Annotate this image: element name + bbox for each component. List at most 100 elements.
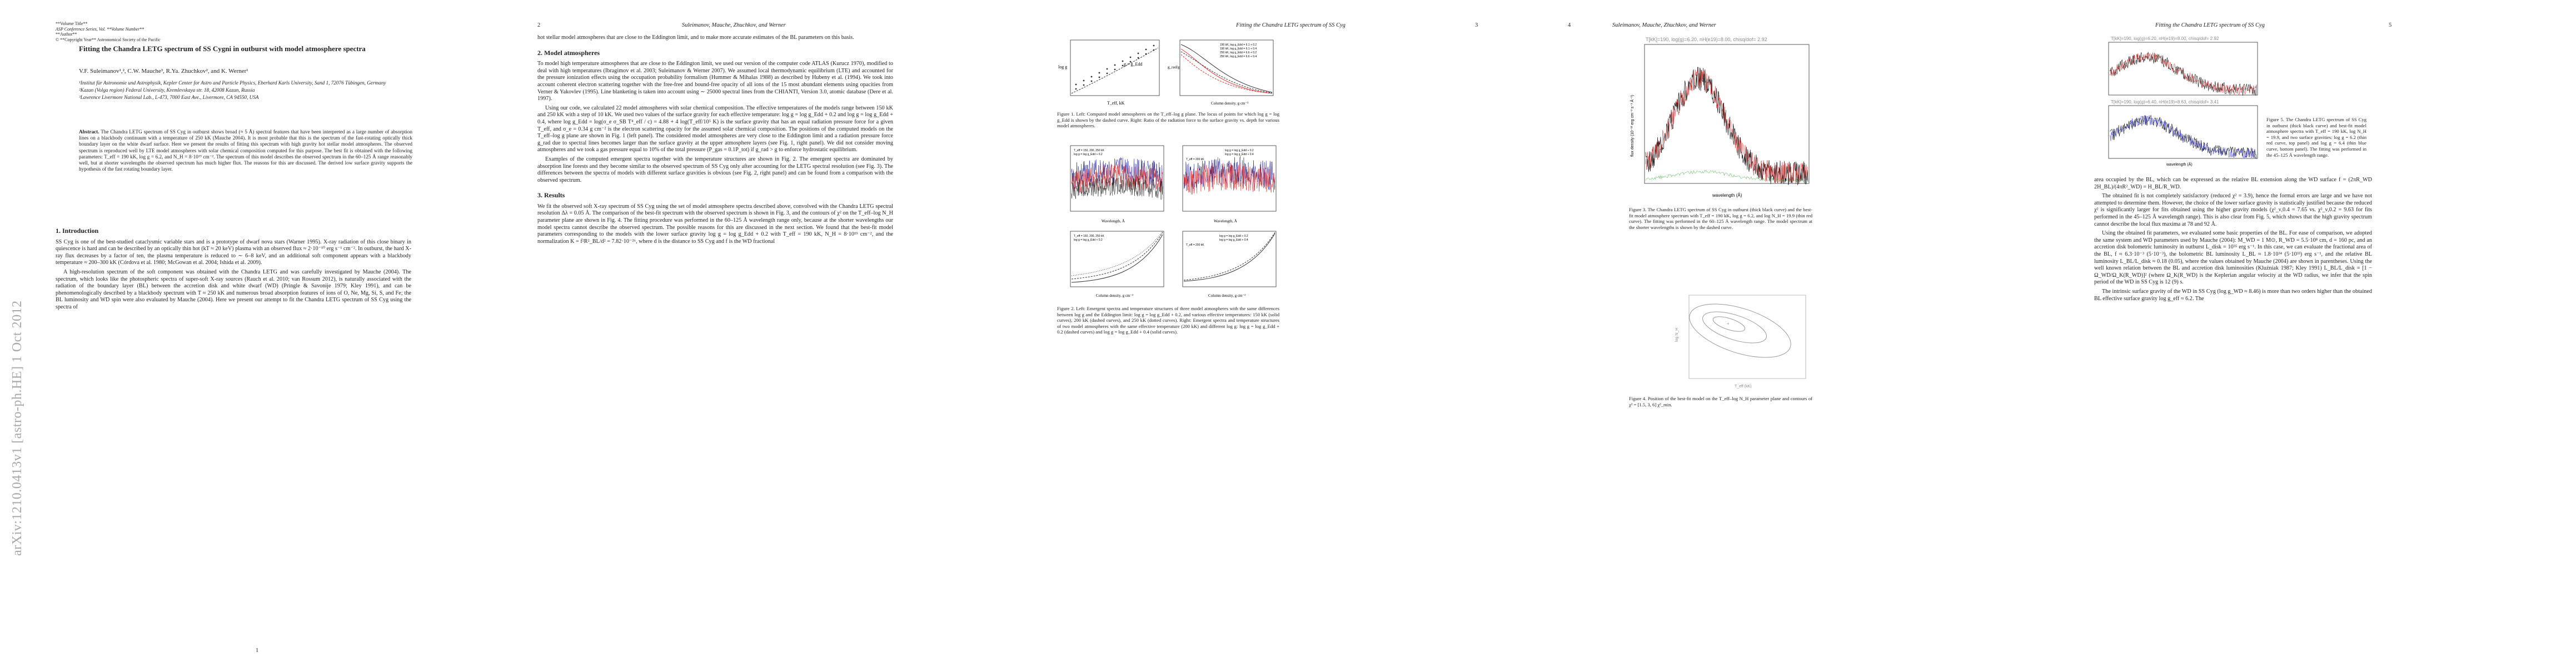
figure-2-temp-left: T_eff = 150, 200, 250 kK log g = log g_E… <box>1070 231 1164 298</box>
model-point <box>1098 76 1100 78</box>
page5-body: area occupied by the BL, which can be ex… <box>2094 177 2372 302</box>
legend-entry: log g = log g_Edd + 0.4 <box>1219 238 1248 242</box>
model-point <box>1145 53 1147 55</box>
affiliation: ¹Institut für Astronomie und Astrophysik… <box>79 80 386 86</box>
model-point <box>1122 64 1124 67</box>
legend-entry: log g = log g_Edd + 0.2 <box>1074 153 1103 156</box>
model-point <box>1083 79 1085 82</box>
model-point <box>1129 61 1132 63</box>
plot-frame <box>1070 39 1160 96</box>
section-heading: 1. Introduction <box>56 227 99 235</box>
figure-1-caption: Figure 1. Left: Computed model atmospher… <box>1057 111 1279 129</box>
meta-line: ASP Conference Series, Vol. **Volume Num… <box>56 26 145 32</box>
figure-1-left: log g T_eff, kK g = g_Edd <box>1058 39 1160 106</box>
figure-1-right: 190 kK, log g_Edd = 6.1 + 0.2 190 kK, lo… <box>1168 39 1274 106</box>
model-point <box>1129 56 1132 58</box>
curve <box>1183 232 1275 281</box>
model-point <box>1090 76 1093 78</box>
paragraph: The intrinsic surface gravity of the WD … <box>2094 288 2372 302</box>
eddington-curve <box>1071 47 1159 94</box>
spectrum-line <box>2109 115 2257 158</box>
figure-2-caption: Figure 2. Left: Emergent spectra and tem… <box>1057 306 1279 335</box>
x-label: Wavelength, Å <box>1102 219 1125 223</box>
affiliation: ³Lawrence Livermore National Lab., L-473… <box>79 94 259 101</box>
spectrum-line <box>1071 164 1163 193</box>
curve-label: g = g_Edd <box>1124 62 1142 67</box>
chi2-contour <box>1689 303 1791 358</box>
legend-entry: 190 kK, log g_Edd = 6.1 + 0.4 <box>1220 47 1257 51</box>
figure-2-spectrum-left: T_eff = 150, 200, 250 kK log g = log g_E… <box>1070 145 1164 223</box>
legend: T_eff = 150, 200, 250 kK log g = log g_E… <box>1074 235 1104 242</box>
model-point <box>1153 49 1155 51</box>
best-fit-marker: + <box>1727 321 1730 326</box>
model-point <box>1075 83 1077 86</box>
paragraph: We fit the observed soft X-ray spectrum … <box>537 203 893 245</box>
arxiv-stamp: arXiv:1210.0413v1 [astro-ph.HE] 1 Oct 20… <box>10 300 24 556</box>
page-1: arXiv:1210.0413v1 [astro-ph.HE] 1 Oct 20… <box>0 0 515 667</box>
figure-5-caption: Figure 5. The Chandra LETG spectrum of S… <box>2266 117 2366 158</box>
spectrum-line <box>1645 170 1808 182</box>
running-head: Fitting the Chandra LETG spectrum of SS … <box>1236 22 1346 28</box>
legend-entry: 250 kK, log g_Edd = 6.6 + 0.2 <box>1220 51 1257 54</box>
model-point <box>1153 44 1155 47</box>
paragraph: To model high temperature atmospheres th… <box>537 61 893 102</box>
paragraph: SS Cyg is one of the best-studied catacl… <box>56 238 411 266</box>
page-4: 4 Suleimanov, Mauche, Zhuchkov, and Wern… <box>1546 0 2061 667</box>
legend: log g = log g_Edd + 0.2 log g = log g_Ed… <box>1186 149 1254 161</box>
page-number: 5 <box>2389 22 2392 28</box>
legend: log g = log g_Edd + 0.2 log g = log g_Ed… <box>1186 235 1248 247</box>
spectra-lines <box>1071 157 1163 200</box>
x-label: T_eff (kK) <box>1735 385 1752 389</box>
figure-3-spectrum: T[kK]=190, log(g)=6.20, nH(e19)=8.00, ch… <box>1630 37 1810 198</box>
spectrum-line <box>2109 52 2257 96</box>
legend: T_eff = 150, 200, 250 kK log g = log g_E… <box>1074 149 1104 156</box>
figure-2-temp-right: log g = log g_Edd + 0.2 log g = log g_Ed… <box>1182 231 1277 298</box>
affiliation: ²Kazan (Volga region) Federal University… <box>79 87 255 93</box>
spectrum-lines <box>1645 67 1808 186</box>
page-number: 1 <box>256 648 259 654</box>
plot-frame <box>1182 145 1277 212</box>
meta-line: © **Copyright Year** Astronomical Societ… <box>56 37 161 42</box>
curve <box>1071 231 1163 276</box>
section-heading: 3. Results <box>537 191 565 200</box>
legend: 190 kK, log g_Edd = 6.1 + 0.2 190 kK, lo… <box>1220 43 1257 58</box>
model-point <box>1083 84 1085 86</box>
affiliations: ¹Institut für Astronomie und Astrophysik… <box>79 80 412 101</box>
legend-entry: 190 kK, log g_Edd = 6.1 + 0.2 <box>1220 43 1257 47</box>
paragraph: The obtained fit is not completely satis… <box>2094 193 2372 227</box>
legend-entry: 250 kK, log g_Edd = 6.6 + 0.4 <box>1220 55 1257 58</box>
chi2-contour <box>1702 311 1767 344</box>
paragraph: A high-resolution spectrum of the soft c… <box>56 268 411 310</box>
legend-entry: T_eff = 150, 200, 250 kK <box>1074 235 1104 238</box>
running-head: Suleimanov, Mauche, Zhuchkov, and Werner <box>1612 22 1716 28</box>
legend-entry: log g = log g_Edd + 0.2 <box>1074 238 1103 242</box>
spectrum-line <box>1071 157 1163 190</box>
model-point <box>1114 68 1116 71</box>
model-point <box>1106 72 1108 74</box>
running-head: Fitting the Chandra LETG spectrum of SS … <box>2155 22 2265 28</box>
legend-entry: T_eff = 200 kK <box>1186 158 1204 161</box>
figure-2-spectrum-right: log g = log g_Edd + 0.2 log g = log g_Ed… <box>1182 145 1277 223</box>
volume-meta: **Volume Title** ASP Conference Series, … <box>56 21 222 42</box>
spectrum-line <box>2109 115 2257 159</box>
paper-title: Fitting the Chandra LETG spectrum of SS … <box>79 44 366 53</box>
model-point <box>1090 80 1093 82</box>
plot-frame <box>1070 145 1164 212</box>
curve <box>1071 232 1163 280</box>
page2-body: hot stellar model atmospheres that are c… <box>537 34 893 245</box>
spectrum-lines <box>2109 115 2257 159</box>
curve <box>1180 51 1273 93</box>
y-label: g_rad/g <box>1168 65 1180 69</box>
legend-entry: T_eff = 150, 200, 250 kK <box>1074 149 1104 152</box>
model-point <box>1114 64 1116 66</box>
x-label: Column density, g cm⁻² <box>1208 293 1245 298</box>
plot-frame <box>1644 44 1810 184</box>
page-3: Fitting the Chandra LETG spectrum of SS … <box>1030 0 1546 667</box>
legend-entry: log g = log g_Edd + 0.2 <box>1225 149 1254 152</box>
spectrum-line <box>1183 162 1275 195</box>
legend-entry: T_eff = 200 kK <box>1186 243 1204 247</box>
figure-4-contours: + T_eff (kK) log N_H <box>1675 295 1806 389</box>
curve <box>1180 44 1273 93</box>
plot-title: T[kK]=190, log(g)=6.20, nH(e19)=8.00, ch… <box>2111 36 2219 41</box>
model-points <box>1075 44 1155 90</box>
